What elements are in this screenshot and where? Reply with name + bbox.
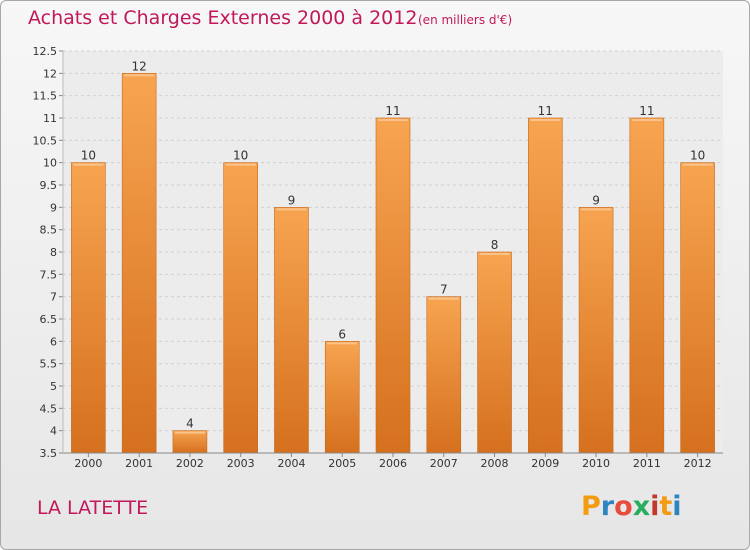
commune-name: LA LATETTE (37, 497, 149, 519)
x-tick-label-2007: 2007 (430, 457, 458, 470)
y-tick-label: 7 (50, 291, 57, 304)
y-tick-label: 10.5 (33, 134, 58, 147)
data-label-2010: 9 (592, 193, 600, 207)
bar-2006 (375, 117, 411, 454)
data-label-2011: 11 (639, 104, 654, 118)
y-tick-label: 5 (50, 380, 57, 393)
y-tick-label: 3.5 (40, 447, 58, 460)
bar-highlight (682, 163, 713, 166)
x-tick-label-2000: 2000 (74, 457, 102, 470)
y-tick-label: 7.5 (40, 268, 58, 281)
bar-2010 (578, 207, 614, 454)
y-tick-label: 11 (43, 112, 57, 125)
bar-highlight (73, 163, 104, 166)
y-tick-label: 11.5 (33, 90, 58, 103)
bar-highlight (631, 119, 662, 121)
data-label-2004: 9 (288, 193, 296, 207)
logo-letter: o (614, 491, 633, 522)
y-tick-label: 12.5 (33, 45, 58, 58)
data-label-2000: 10 (81, 149, 96, 163)
bar-highlight (225, 163, 256, 166)
y-tick-label: 12 (43, 67, 57, 80)
bar-highlight (378, 119, 408, 121)
bars: 10 12 4 10 9 6 11 7 8 11 9 11 10 (71, 59, 715, 454)
data-label-2005: 6 (338, 327, 346, 341)
bar-highlight (124, 74, 155, 77)
bar-2011 (629, 117, 665, 454)
chart-subtitle: (en milliers d'€) (418, 13, 513, 27)
bar-2012 (680, 162, 715, 454)
y-tick-label: 6.5 (40, 313, 58, 326)
bar-highlight (428, 297, 459, 300)
logo-letter: i (650, 491, 660, 522)
x-tick-label-2011: 2011 (633, 457, 661, 470)
x-axis: 2000 2001 2002 2003 2004 2005 2006 2007 2008 2009… (74, 453, 712, 470)
y-tick-label: 4.5 (40, 402, 58, 415)
x-tick-label-2009: 2009 (531, 457, 559, 470)
bar-2008 (477, 251, 512, 454)
y-tick-label: 9 (50, 201, 57, 214)
bar-highlight (327, 342, 358, 345)
x-tick-label-2005: 2005 (328, 457, 356, 470)
bar-highlight (479, 253, 510, 255)
bar-highlight (530, 119, 561, 121)
y-tick-label: 10 (43, 157, 57, 170)
data-label-2003: 10 (233, 149, 248, 163)
y-tick-label: 9.5 (40, 179, 58, 192)
bar-highlight (581, 208, 612, 211)
x-tick-label-2001: 2001 (125, 457, 153, 470)
data-label-2002: 4 (186, 417, 194, 431)
data-label-2006: 11 (385, 104, 400, 118)
y-axis: 3.5 4 4.5 5 5.5 6 6.5 7 7.5 8 8.5 9 9.5 10 10.5 11 11.5 1… (33, 45, 63, 460)
bar-2003 (223, 162, 258, 454)
bar-highlight (276, 208, 307, 211)
y-tick-label: 6 (50, 335, 57, 348)
logo-letter: r (600, 491, 615, 522)
bar-2000 (71, 162, 106, 454)
bar-highlight (174, 431, 205, 434)
logo-letter: x (632, 491, 651, 522)
x-tick-label-2010: 2010 (582, 457, 610, 470)
data-label-2009: 11 (538, 104, 553, 118)
data-label-2008: 8 (491, 238, 499, 252)
data-label-2007: 7 (440, 283, 448, 297)
x-tick-label-2006: 2006 (379, 457, 407, 470)
x-tick-label-2002: 2002 (176, 457, 204, 470)
bar-2009 (528, 117, 563, 454)
x-tick-label-2008: 2008 (481, 457, 509, 470)
chart-title: Achats et Charges Externes 2000 à 2012 (28, 7, 418, 29)
logo-letter: P (581, 491, 601, 522)
y-tick-label: 5.5 (40, 358, 58, 371)
x-tick-label-2012: 2012 (684, 457, 712, 470)
bar-2002 (172, 430, 208, 454)
y-tick-label: 8 (50, 246, 57, 259)
data-label-2012: 10 (690, 149, 705, 163)
proxiti-logo: Proxiti (581, 491, 682, 522)
x-tick-label-2003: 2003 (227, 457, 255, 470)
y-tick-label: 8.5 (40, 224, 58, 237)
logo-letter: i (672, 491, 682, 522)
y-tick-label: 4 (50, 425, 57, 438)
x-tick-label-2004: 2004 (277, 457, 305, 470)
bar-2004 (274, 207, 309, 454)
bar-2001 (121, 73, 157, 454)
logo-letter: t (659, 491, 673, 522)
bar-2007 (426, 296, 462, 454)
bar-2005 (324, 341, 360, 454)
data-label-2001: 12 (132, 59, 147, 73)
